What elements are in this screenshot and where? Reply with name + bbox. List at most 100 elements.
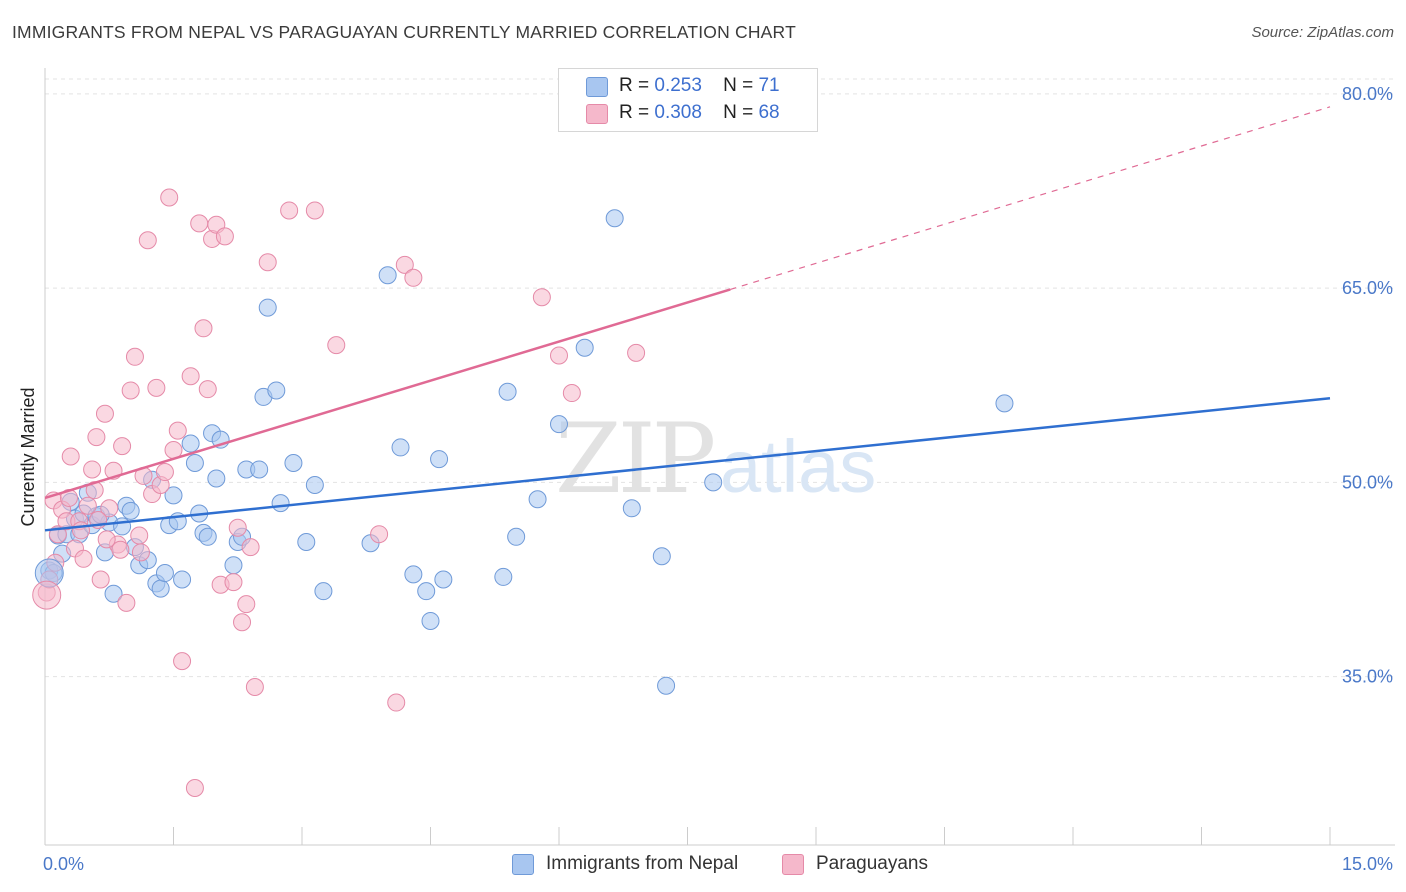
y-tick-label: 50.0%: [1342, 472, 1393, 492]
nepal-point: [284, 453, 303, 472]
legend-n-value-nepal: 71: [758, 75, 780, 96]
legend-n-label: N =: [723, 102, 754, 123]
nepal-point: [271, 494, 290, 513]
paraguayan-point: [305, 201, 324, 220]
paraguayan-point: [125, 347, 144, 366]
paraguayan-point: [562, 384, 581, 403]
y-tick-label: 80.0%: [1342, 84, 1393, 104]
paraguayan-point: [185, 779, 204, 798]
paraguayan-point: [131, 543, 150, 562]
paraguayan-point: [228, 518, 247, 537]
nepal-point: [250, 460, 269, 479]
paraguayan-point: [224, 573, 243, 592]
correlation-legend: R = 0.253 N = 71 R = 0.308 N = 68: [558, 68, 818, 132]
paraguayan-point: [113, 437, 132, 456]
nepal-point: [430, 450, 449, 469]
nepal-point: [417, 582, 436, 601]
nepal-point: [224, 556, 243, 575]
chart-source: Source: ZipAtlas.com: [1251, 24, 1394, 41]
paraguayan-point: [173, 652, 192, 671]
paraguayan-point: [83, 460, 102, 479]
paraguayan-point: [241, 538, 260, 557]
nepal-point: [657, 676, 676, 695]
nepal-point: [605, 209, 624, 228]
paraguayan-point: [95, 404, 114, 423]
paraguayan-point: [87, 428, 106, 447]
watermark: ZIP atlas: [555, 403, 876, 515]
nepal-point: [528, 490, 547, 509]
x-tick-max: 15.0%: [1342, 854, 1393, 874]
paraguayan-point: [78, 496, 97, 515]
bottom-legend-nepal: Immigrants from Nepal: [512, 850, 738, 878]
y-tick-labels: 80.0% 65.0% 50.0% 35.0%: [1342, 84, 1393, 687]
y-tick-label: 35.0%: [1342, 667, 1393, 687]
paraguayan-point: [100, 499, 119, 518]
watermark-zip: ZIP: [555, 403, 714, 515]
paraguayan-trend-extension: [730, 106, 1331, 291]
y-axis-label: Currently Married: [18, 387, 38, 526]
nepal-point: [378, 266, 397, 285]
nepal-point: [404, 565, 423, 584]
paraguayan-point: [395, 255, 414, 274]
nepal-point: [267, 381, 286, 400]
legend-swatch-nepal: [586, 77, 608, 97]
paraguayan-point: [97, 530, 116, 549]
paraguayan-point: [245, 678, 264, 697]
paraguayan-point: [215, 227, 234, 246]
watermark-atlas: atlas: [720, 425, 876, 508]
nepal-point: [164, 486, 183, 505]
paraguayan-point: [32, 580, 62, 610]
nepal-point: [173, 570, 192, 589]
nepal-point: [507, 527, 526, 546]
nepal-point: [652, 547, 671, 566]
paraguayan-point: [532, 288, 551, 307]
bottom-legend-paraguayans: Paraguayans: [782, 850, 928, 878]
paraguayan-point: [627, 343, 646, 362]
paraguayan-point: [190, 214, 209, 233]
legend-r-value-nepal: 0.253: [654, 75, 702, 96]
bottom-legend-label-paraguayans: Paraguayans: [816, 853, 928, 874]
nepal-point: [305, 475, 324, 494]
paraguayan-point: [233, 613, 252, 632]
nepal-point: [207, 469, 226, 488]
paraguayan-trend-line: [44, 288, 731, 500]
paraguayan-point: [387, 693, 406, 712]
nepal-point: [391, 438, 410, 457]
nepal-point: [297, 532, 316, 551]
legend-swatch-paraguayans: [586, 104, 608, 124]
paraguayan-point: [111, 540, 130, 559]
nepal-point: [494, 567, 513, 586]
paraguayan-point: [74, 549, 93, 568]
nepal-point: [622, 499, 641, 518]
nepal-point: [198, 527, 217, 546]
paraguayan-point: [280, 201, 299, 220]
nepal-point: [575, 338, 594, 357]
paraguayan-point: [404, 268, 423, 287]
paraguayan-point: [160, 188, 179, 207]
nepal-point: [704, 473, 723, 492]
legend-r-value-paraguayans: 0.308: [654, 102, 702, 123]
nepal-point: [434, 570, 453, 589]
legend-r-label: R =: [619, 75, 650, 96]
paraguayan-point: [198, 380, 217, 399]
nepal-point: [550, 415, 568, 434]
paraguayan-point: [181, 367, 200, 386]
nepal-point: [121, 501, 140, 520]
paraguayan-point: [327, 336, 346, 355]
paraguayan-point: [121, 381, 140, 400]
nepal-point: [421, 611, 440, 630]
axes: [44, 68, 1395, 846]
bottom-legend-swatch-nepal: [512, 853, 534, 875]
paraguayan-point: [71, 521, 90, 540]
legend-n-label: N =: [723, 75, 754, 96]
legend-n-value-paraguayans: 68: [758, 102, 780, 123]
paraguayan-point: [91, 570, 110, 589]
paraguayan-point: [147, 378, 166, 397]
nepal-point: [151, 579, 170, 598]
nepal-point: [314, 582, 333, 601]
y-tick-label: 65.0%: [1342, 278, 1393, 298]
grid-lines: [45, 78, 1395, 678]
nepal-point: [181, 434, 200, 453]
nepal-point: [995, 394, 1014, 413]
